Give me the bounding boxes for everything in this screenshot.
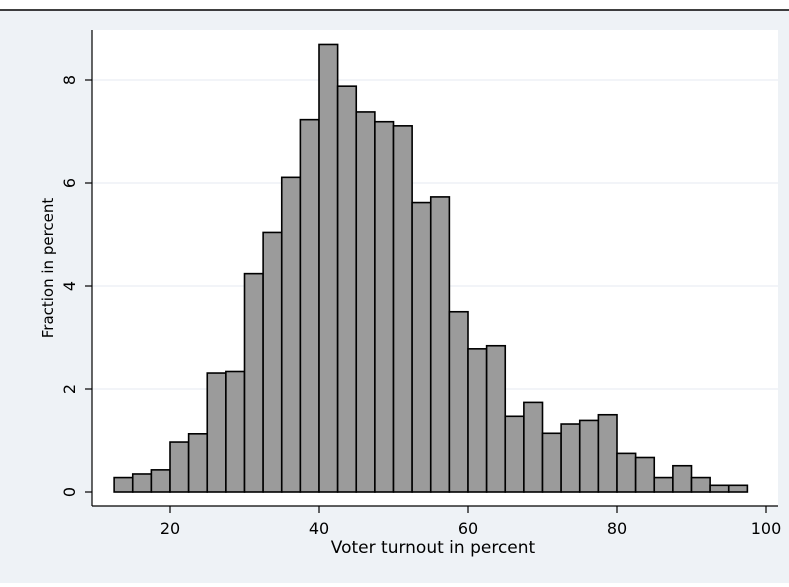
bar-15 <box>392 125 413 493</box>
bar-4 <box>187 433 209 493</box>
bars <box>113 43 749 493</box>
y-tick-label-2: 4 <box>60 281 79 291</box>
x-axis-label: Voter turnout in percent <box>331 538 536 558</box>
bar-25 <box>578 419 600 493</box>
x-tick-label-1: 40 <box>309 519 329 538</box>
y-tick-label-4: 8 <box>60 75 79 85</box>
bar-18 <box>448 310 469 493</box>
x-tick-label-2: 60 <box>458 519 478 538</box>
bar-24 <box>560 423 581 493</box>
bar-7 <box>243 272 264 493</box>
bar-31 <box>690 476 711 493</box>
bar-3 <box>169 441 190 493</box>
bar-12 <box>336 85 358 493</box>
bar-17 <box>429 196 451 493</box>
bar-16 <box>411 201 432 493</box>
bar-6 <box>225 370 246 493</box>
bar-21 <box>504 415 525 493</box>
bar-2 <box>150 469 171 493</box>
bar-1 <box>131 473 153 493</box>
tick-labels: 20 40 60 80 100 0 2 4 6 8 <box>60 75 781 538</box>
bar-28 <box>634 456 656 493</box>
y-tick-label-0: 0 <box>60 487 79 497</box>
bar-23 <box>541 432 562 493</box>
x-tick-label-4: 100 <box>751 519 782 538</box>
axes <box>85 30 778 513</box>
bar-19 <box>467 348 488 493</box>
bar-13 <box>355 111 376 493</box>
y-tick-label-1: 2 <box>60 384 79 394</box>
bar-22 <box>523 401 544 493</box>
bar-10 <box>299 118 320 493</box>
bar-27 <box>616 452 637 493</box>
y-tick-label-3: 6 <box>60 178 79 188</box>
x-tick-label-0: 20 <box>160 519 180 538</box>
bar-11 <box>318 43 339 493</box>
bar-0 <box>113 476 134 493</box>
x-tick-label-3: 80 <box>607 519 627 538</box>
bar-5 <box>206 372 227 493</box>
bar-30 <box>672 464 693 493</box>
bar-14 <box>374 120 395 493</box>
bar-29 <box>653 476 674 493</box>
bar-9 <box>280 176 302 493</box>
bar-26 <box>597 413 618 493</box>
y-axis-label: Fraction in percent <box>39 198 57 339</box>
bar-20 <box>485 344 507 493</box>
bar-33 <box>727 484 749 493</box>
bar-32 <box>709 484 730 493</box>
bar-8 <box>262 231 283 493</box>
